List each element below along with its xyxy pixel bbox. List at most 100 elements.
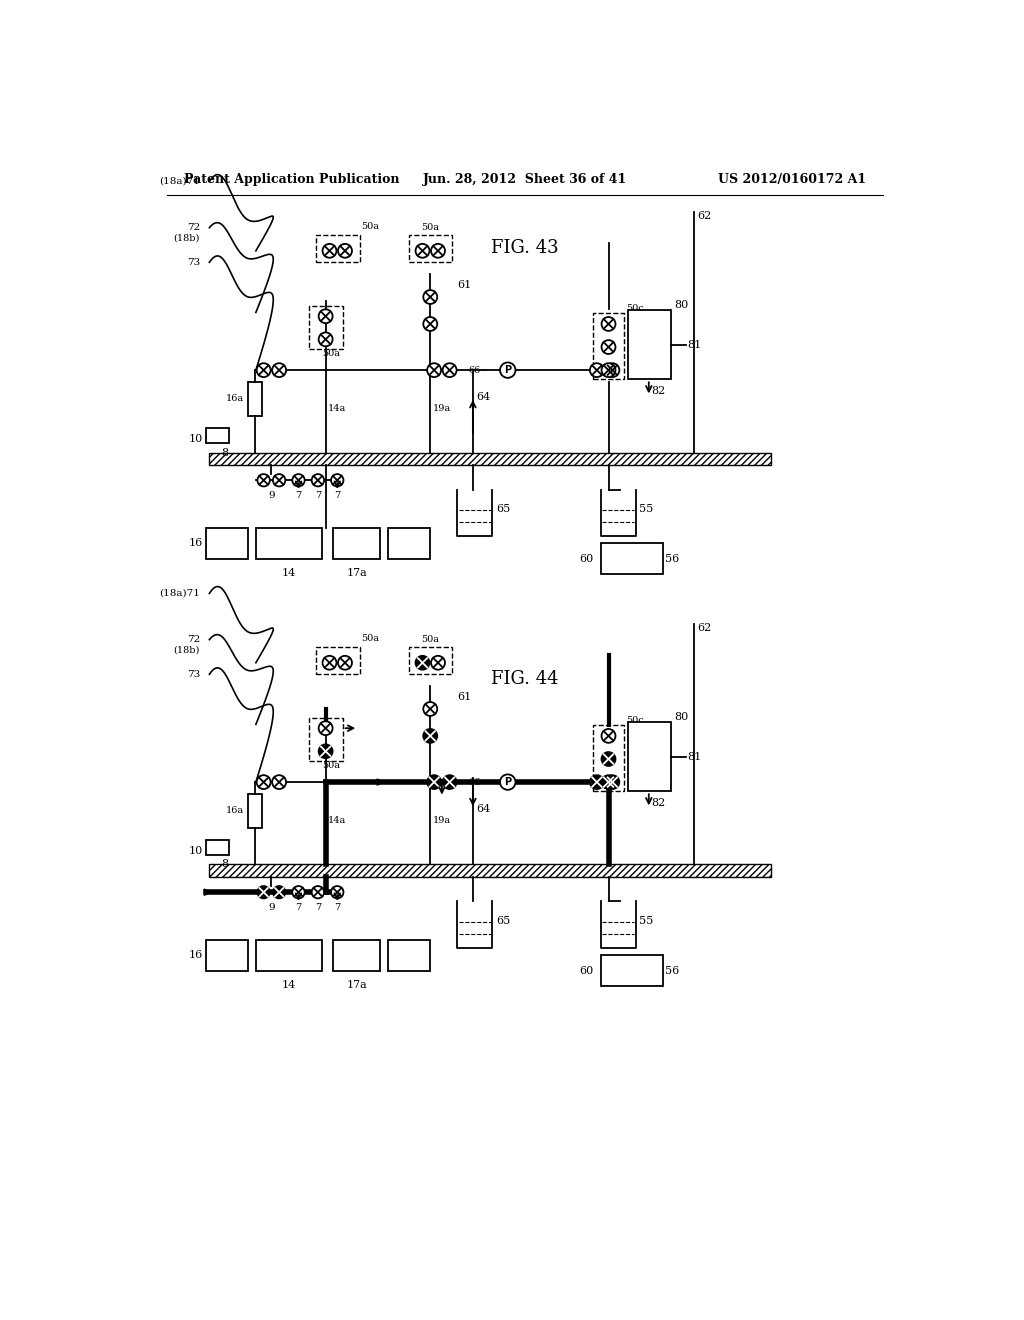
Text: 14: 14	[282, 979, 296, 990]
Text: 65: 65	[496, 916, 510, 925]
Circle shape	[601, 752, 615, 766]
Text: 14: 14	[282, 568, 296, 578]
Circle shape	[323, 656, 337, 669]
Circle shape	[318, 721, 333, 735]
Text: 9: 9	[268, 903, 274, 912]
Text: 50a: 50a	[421, 635, 439, 644]
Text: (18a)71: (18a)71	[159, 589, 200, 598]
Text: 55: 55	[640, 916, 653, 925]
Text: P: P	[504, 366, 511, 375]
Circle shape	[500, 775, 515, 789]
Circle shape	[257, 474, 270, 486]
Text: 82: 82	[651, 385, 666, 396]
Text: 16a: 16a	[226, 807, 245, 814]
Circle shape	[601, 775, 615, 789]
Text: 60: 60	[579, 554, 593, 564]
Text: 62: 62	[697, 211, 712, 222]
Text: 10: 10	[188, 846, 203, 857]
Circle shape	[500, 363, 515, 378]
Text: 50c: 50c	[627, 304, 644, 313]
Circle shape	[257, 775, 270, 789]
Text: FIG. 44: FIG. 44	[492, 671, 558, 689]
Text: 17a: 17a	[346, 568, 367, 578]
Circle shape	[442, 775, 457, 789]
Circle shape	[292, 474, 305, 486]
Circle shape	[311, 886, 324, 899]
Text: 65: 65	[496, 504, 510, 513]
Text: 80: 80	[675, 711, 688, 722]
Bar	[256, 528, 322, 558]
Bar	[308, 306, 343, 348]
Bar	[601, 956, 663, 986]
Circle shape	[273, 474, 286, 486]
Circle shape	[338, 656, 352, 669]
Bar	[388, 940, 430, 970]
Text: 19a: 19a	[432, 816, 451, 825]
Text: 60: 60	[579, 966, 593, 975]
Circle shape	[331, 886, 343, 899]
Text: 14a: 14a	[328, 404, 346, 413]
Text: 80: 80	[675, 300, 688, 310]
Text: 50a: 50a	[323, 760, 341, 770]
Text: 61: 61	[458, 280, 472, 290]
Text: 50a: 50a	[361, 222, 379, 231]
Text: 17a: 17a	[346, 979, 367, 990]
Text: 8: 8	[221, 859, 228, 870]
Text: 66~: 66~	[468, 366, 488, 375]
Bar	[248, 381, 262, 416]
Text: 61: 61	[458, 693, 472, 702]
Text: 81: 81	[687, 339, 701, 350]
Bar	[206, 428, 228, 444]
Circle shape	[601, 341, 615, 354]
Bar	[256, 940, 322, 970]
Text: Jun. 28, 2012  Sheet 36 of 41: Jun. 28, 2012 Sheet 36 of 41	[423, 173, 627, 186]
Bar	[593, 725, 624, 792]
Bar	[334, 940, 380, 970]
Bar	[334, 528, 380, 558]
Text: FIG. 43: FIG. 43	[490, 239, 559, 257]
Bar	[248, 793, 262, 829]
Circle shape	[590, 775, 604, 789]
Circle shape	[292, 886, 305, 899]
Text: 50c: 50c	[627, 715, 644, 725]
Text: 16: 16	[188, 950, 203, 961]
Bar	[316, 647, 359, 675]
Circle shape	[323, 244, 337, 257]
Bar	[628, 722, 671, 792]
Text: 17: 17	[394, 531, 409, 541]
Circle shape	[427, 363, 441, 378]
Bar	[409, 235, 452, 263]
Text: 56: 56	[665, 966, 679, 975]
Bar	[601, 544, 663, 574]
Circle shape	[423, 317, 437, 331]
Circle shape	[318, 333, 333, 346]
Circle shape	[431, 656, 445, 669]
Text: 7: 7	[314, 903, 321, 912]
Circle shape	[605, 775, 620, 789]
Text: 17: 17	[394, 942, 409, 953]
Circle shape	[318, 309, 333, 323]
Text: (18a)71: (18a)71	[159, 177, 200, 186]
Text: 82: 82	[651, 797, 666, 808]
Text: P: P	[504, 777, 511, 787]
Text: 10: 10	[188, 434, 203, 445]
Circle shape	[601, 363, 615, 378]
Text: 66~: 66~	[468, 777, 488, 787]
Text: 8: 8	[221, 447, 228, 458]
Circle shape	[601, 729, 615, 743]
Text: 7: 7	[334, 903, 340, 912]
Circle shape	[427, 775, 441, 789]
Bar	[206, 940, 248, 970]
Circle shape	[605, 363, 620, 378]
Circle shape	[416, 656, 429, 669]
Text: 64: 64	[476, 392, 490, 403]
Circle shape	[590, 363, 604, 378]
Text: 7: 7	[295, 491, 302, 500]
Text: 50a: 50a	[361, 634, 379, 643]
Bar	[206, 528, 248, 558]
Text: 62: 62	[697, 623, 712, 634]
Text: 50a: 50a	[323, 348, 341, 358]
Bar	[209, 865, 771, 876]
Text: 56: 56	[665, 554, 679, 564]
Text: (18b): (18b)	[174, 234, 200, 243]
